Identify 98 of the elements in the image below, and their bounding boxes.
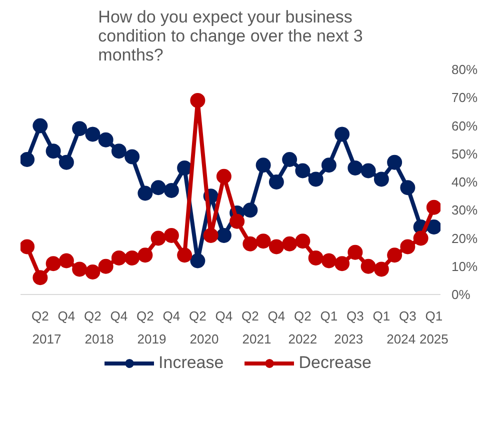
point: [138, 186, 153, 201]
point: [190, 253, 206, 268]
point: [72, 121, 88, 136]
text: 2018: [84, 332, 114, 346]
point: [190, 92, 206, 108]
point: [348, 244, 363, 260]
x-tick-label: Q1: [320, 308, 338, 324]
y-tick-label: 60%: [452, 118, 478, 134]
point: [177, 160, 192, 176]
point: [85, 126, 100, 142]
x-tick-label: Q4: [162, 308, 180, 324]
point: [111, 144, 126, 159]
legend-label: Increase: [158, 353, 224, 373]
point: [20, 239, 35, 254]
point: [216, 228, 232, 243]
point: [334, 126, 350, 142]
point: [164, 182, 179, 198]
legend-label: Decrease: [298, 353, 372, 373]
point: [360, 258, 376, 274]
point: [177, 248, 192, 263]
point: [124, 149, 140, 164]
point: [400, 180, 416, 196]
point: [216, 168, 232, 184]
point: [321, 253, 336, 268]
text: 2020: [190, 332, 219, 346]
point: [124, 250, 140, 266]
text: 2017: [32, 332, 62, 346]
point: [46, 256, 61, 272]
point: [282, 236, 298, 252]
point: [374, 262, 389, 277]
point: [230, 214, 245, 229]
point: [150, 230, 166, 246]
point: [256, 234, 271, 249]
point: [426, 200, 440, 215]
text: 2025: [419, 332, 448, 346]
x-tick-label: Q2: [32, 308, 49, 324]
point: [308, 250, 324, 266]
point: [98, 258, 114, 274]
text: 2023: [334, 332, 364, 346]
x-tick-label: Q2: [189, 308, 206, 324]
point: [32, 270, 48, 286]
point: [295, 234, 310, 249]
point: [164, 228, 179, 243]
x-tick-label: Q4: [110, 308, 128, 324]
point: [426, 220, 440, 234]
y-tick-label: 10%: [452, 258, 478, 274]
point: [203, 228, 218, 243]
text: 2019: [137, 332, 166, 346]
text: 2021: [242, 332, 272, 346]
point: [32, 118, 48, 134]
point: [308, 172, 324, 187]
y-tick-label: 70%: [452, 90, 478, 106]
x-tick-label: Q1: [372, 308, 390, 324]
y-tick-label: 80%: [452, 62, 478, 77]
point: [387, 154, 402, 170]
point: [242, 202, 258, 218]
point: [268, 239, 284, 254]
chart-title: How do you expect your business condition to change over the next 3 months?: [98, 8, 363, 64]
point: [282, 152, 298, 167]
point: [413, 230, 428, 246]
x-tick-label: Q4: [268, 308, 286, 324]
point: [256, 158, 271, 173]
x-tick-label: Q4: [215, 308, 233, 324]
point: [138, 248, 153, 263]
point: [268, 174, 284, 190]
x-tick-label: Q2: [294, 308, 312, 324]
point: [111, 250, 126, 266]
point: [295, 163, 310, 178]
x-tick-label: Q1: [425, 308, 443, 324]
x-tick-label: Q2: [136, 308, 154, 324]
point: [150, 180, 166, 196]
y-tick-label: 30%: [452, 202, 478, 218]
y-tick-label: 20%: [452, 230, 478, 246]
y-tick-label: 0%: [452, 287, 471, 302]
point: [348, 160, 363, 176]
point: [387, 248, 402, 263]
text: 2022: [288, 332, 318, 346]
point: [72, 262, 88, 277]
point: [400, 239, 416, 254]
point: [58, 253, 74, 268]
y-tick-label: 40%: [452, 174, 478, 190]
x-tick-label: Q4: [58, 308, 76, 324]
point: [98, 132, 114, 148]
point: [20, 152, 35, 167]
y-tick-label: 50%: [452, 146, 478, 162]
point: [58, 154, 74, 170]
point: [321, 158, 336, 173]
text: 2024: [386, 332, 416, 346]
point: [46, 144, 61, 159]
point: [334, 256, 350, 272]
point: [374, 172, 389, 187]
point: [85, 264, 100, 280]
point: [360, 163, 376, 178]
x-tick-label: Q3: [399, 308, 416, 324]
point: [242, 236, 258, 252]
x-tick-label: Q3: [346, 308, 364, 324]
x-tick-label: Q2: [242, 308, 259, 324]
x-tick-label: Q2: [84, 308, 102, 324]
